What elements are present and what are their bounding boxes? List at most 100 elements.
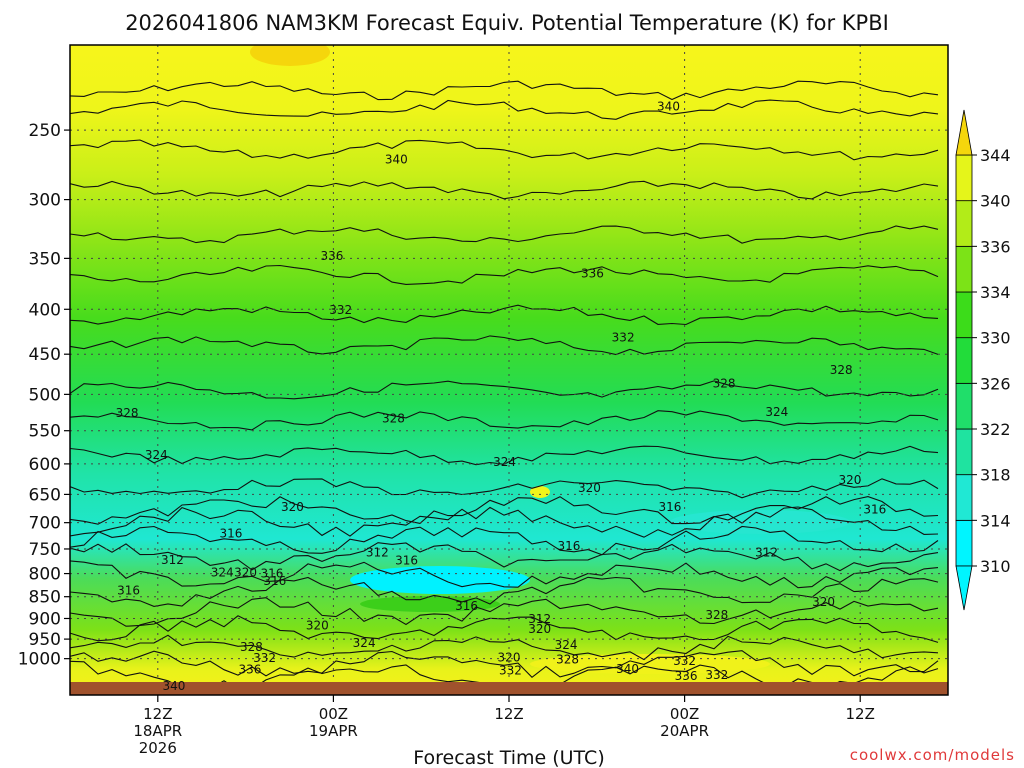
contour-label: 324 bbox=[493, 455, 516, 469]
contour-label: 320 bbox=[528, 622, 551, 636]
contour-label: 332 bbox=[253, 651, 276, 665]
x-tick-label: 12Z bbox=[846, 705, 875, 723]
warm-pocket-top bbox=[250, 45, 330, 66]
y-tick-label: 900 bbox=[29, 609, 61, 629]
y-tick-label: 550 bbox=[29, 422, 61, 442]
x-tick-label: 00Z bbox=[319, 705, 348, 723]
contour-label: 328 bbox=[240, 640, 263, 654]
contour-line bbox=[70, 560, 939, 589]
contour-label: 332 bbox=[329, 303, 352, 317]
contour-label: 316 bbox=[117, 583, 140, 597]
contour-label: 316 bbox=[558, 539, 581, 553]
y-axis: 2503003504004505005506006507007508008509… bbox=[18, 121, 70, 670]
contour-label: 320 bbox=[498, 651, 521, 665]
contour-label: 340 bbox=[657, 99, 680, 113]
contour-label: 312 bbox=[161, 553, 184, 567]
y-tick-label: 350 bbox=[29, 249, 61, 269]
colorbar-label: 336 bbox=[980, 237, 1011, 256]
y-tick-label: 700 bbox=[29, 514, 61, 534]
contour-label: 340 bbox=[385, 152, 408, 166]
contour-label: 320 bbox=[234, 566, 257, 580]
x-axis-title: Forecast Time (UTC) bbox=[413, 747, 604, 768]
y-tick-label: 950 bbox=[29, 630, 61, 650]
colorbar-segment bbox=[955, 337, 973, 384]
contour-label: 328 bbox=[556, 652, 579, 666]
contour-line bbox=[70, 225, 939, 244]
colorbar: 310 314 318 322 326 330 334 336 340 344 bbox=[955, 109, 1011, 611]
contour-line bbox=[70, 139, 939, 161]
contour-line bbox=[70, 506, 939, 538]
contour-line bbox=[70, 304, 939, 326]
contour-line bbox=[70, 335, 939, 356]
contour-label: 328 bbox=[382, 412, 405, 426]
contour-line bbox=[70, 542, 939, 572]
colorbar-label: 330 bbox=[980, 329, 1011, 348]
x-tick-label: 20APR bbox=[660, 722, 709, 740]
contour-line bbox=[70, 478, 939, 499]
y-tick-label: 250 bbox=[29, 121, 61, 141]
contour-label: 332 bbox=[705, 668, 728, 682]
contour-label: 336 bbox=[320, 249, 343, 263]
contour-label: 316 bbox=[455, 599, 478, 613]
colorbar-label: 334 bbox=[980, 283, 1011, 302]
contour-label: 312 bbox=[755, 546, 778, 560]
contour-label: 320 bbox=[839, 473, 862, 487]
contour-label: 340 bbox=[162, 679, 185, 693]
contour-label: 336 bbox=[239, 663, 262, 677]
y-tick-label: 400 bbox=[29, 300, 61, 320]
contour-label: 324 bbox=[211, 566, 234, 580]
contour-label: 336 bbox=[581, 266, 604, 280]
x-tick-label: 2026 bbox=[139, 739, 177, 757]
colorbar-top-arrow bbox=[955, 109, 973, 156]
colorbar-segment bbox=[955, 245, 973, 293]
colorbar-segment bbox=[955, 291, 973, 339]
contour-label: 328 bbox=[705, 608, 728, 622]
contour-label: 316 bbox=[863, 502, 886, 516]
contour-line bbox=[70, 650, 939, 679]
colorbar-label: 318 bbox=[980, 466, 1011, 485]
contour-label: 316 bbox=[260, 567, 283, 581]
contour-line bbox=[70, 525, 939, 556]
contour-label: 340 bbox=[616, 662, 639, 676]
x-tick-label: 19APR bbox=[309, 722, 358, 740]
y-tick-label: 300 bbox=[29, 191, 61, 211]
contour-label: 320 bbox=[281, 500, 304, 514]
colorbar-segment bbox=[955, 382, 973, 430]
colorbar-label: 314 bbox=[980, 511, 1011, 530]
contour-line bbox=[70, 576, 939, 607]
colorbar-label: 322 bbox=[980, 420, 1011, 439]
colorbar-segment bbox=[955, 519, 973, 567]
colorbar-label: 310 bbox=[980, 557, 1011, 576]
contour-label: 316 bbox=[659, 500, 682, 514]
contour-label: 324 bbox=[555, 638, 578, 652]
contour-label: 316 bbox=[395, 553, 418, 567]
contour-label: 332 bbox=[673, 654, 696, 668]
y-tick-label: 500 bbox=[29, 385, 61, 405]
contour-line bbox=[70, 264, 939, 285]
contour-label: 332 bbox=[499, 663, 522, 677]
contour-label: 328 bbox=[830, 363, 853, 377]
credit-text: coolwx.com/models bbox=[850, 746, 1015, 764]
y-tick-label: 1000 bbox=[18, 650, 61, 670]
contour-label: 336 bbox=[675, 669, 698, 683]
colorbar-label: 344 bbox=[980, 146, 1011, 165]
contour-label: 320 bbox=[306, 619, 329, 633]
moist-band-850mb bbox=[360, 596, 500, 612]
y-tick-label: 450 bbox=[29, 345, 61, 365]
x-tick-label: 12Z bbox=[143, 705, 172, 723]
cold-pocket-314k bbox=[670, 510, 850, 534]
contour-label: 320 bbox=[578, 481, 601, 495]
contour-label: 328 bbox=[116, 406, 139, 420]
contour-label: 328 bbox=[713, 377, 736, 391]
contour-line bbox=[70, 180, 939, 200]
contour-label: 332 bbox=[612, 331, 635, 345]
contour-label: 324 bbox=[353, 636, 376, 650]
y-tick-label: 800 bbox=[29, 565, 61, 585]
x-tick-label: 18APR bbox=[133, 722, 182, 740]
y-tick-label: 850 bbox=[29, 588, 61, 608]
y-tick-label: 650 bbox=[29, 485, 61, 505]
